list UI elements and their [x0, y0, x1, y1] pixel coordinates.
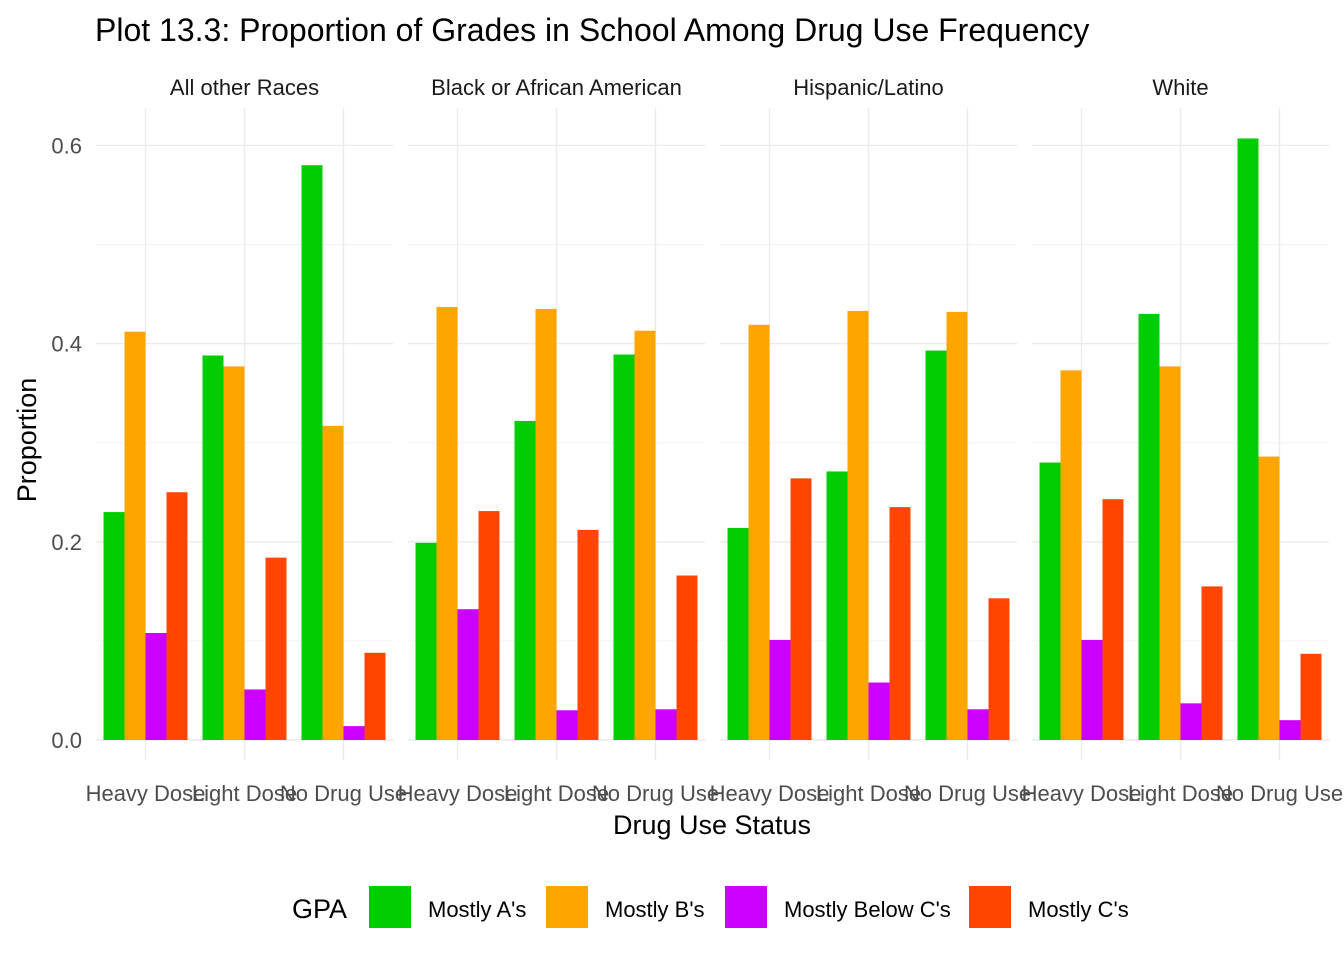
legend-title: GPA: [292, 894, 347, 924]
bar: [613, 354, 635, 740]
x-tick-label: No Drug Use: [904, 781, 1031, 806]
bar: [223, 366, 245, 740]
bar: [1159, 366, 1181, 740]
y-axis-title: Proportion: [12, 378, 42, 503]
x-tick-label: No Drug Use: [280, 781, 407, 806]
bar: [1102, 499, 1124, 740]
bar: [1138, 313, 1160, 740]
bar: [868, 682, 890, 740]
bar: [1237, 138, 1259, 740]
legend-label: Mostly Below C's: [784, 897, 951, 922]
x-tick-label: Light Dose: [1128, 781, 1233, 806]
legend-label: Mostly C's: [1028, 897, 1129, 922]
bar: [727, 527, 749, 740]
bar: [1060, 370, 1082, 740]
bar: [556, 710, 578, 740]
facet-label: Hispanic/Latino: [793, 75, 943, 100]
bar: [967, 709, 989, 740]
y-tick-label: 0.6: [51, 133, 82, 158]
legend-label: Mostly A's: [428, 897, 526, 922]
bar: [847, 310, 869, 740]
bar: [1258, 456, 1280, 740]
bar: [364, 652, 386, 740]
bar: [946, 311, 968, 740]
bar: [1300, 653, 1322, 740]
bar: [244, 689, 266, 740]
y-tick-labels: 0.0 0.2 0.4 0.6: [51, 133, 82, 753]
bar: [301, 165, 323, 741]
bar: [514, 420, 536, 740]
legend: GPA Mostly A's Mostly B's Mostly Below C's…: [292, 886, 1129, 928]
legend-key: [969, 886, 1011, 928]
legend-key: [725, 886, 767, 928]
bar: [322, 425, 344, 740]
bar-layer: [103, 138, 1322, 741]
facet-label: Black or African American: [431, 75, 682, 100]
bar: [748, 324, 770, 740]
x-tick-label: Heavy Dose: [86, 781, 206, 806]
facet-label: All other Races: [170, 75, 319, 100]
bar: [103, 512, 125, 740]
chart-title: Plot 13.3: Proportion of Grades in Schoo…: [95, 12, 1089, 48]
bar: [577, 529, 599, 740]
x-tick-label: Heavy Dose: [398, 781, 518, 806]
x-tick-label: No Drug Use: [1216, 781, 1343, 806]
bar: [1279, 720, 1301, 740]
bar: [202, 355, 224, 740]
x-tick-label: Light Dose: [816, 781, 921, 806]
bar: [790, 478, 812, 740]
bar: [676, 575, 698, 740]
bar: [124, 331, 146, 740]
x-axis-title: Drug Use Status: [613, 810, 811, 840]
bar: [769, 639, 791, 740]
facet-label: White: [1152, 75, 1208, 100]
bar: [415, 542, 437, 740]
bar: [457, 609, 479, 740]
bar: [889, 507, 911, 740]
bar: [1039, 462, 1061, 740]
x-tick-label: Heavy Dose: [1022, 781, 1142, 806]
y-tick-label: 0.4: [51, 332, 82, 357]
facet-strip-labels: All other Races Black or African American…: [170, 75, 1209, 100]
bar: [436, 306, 458, 740]
bar: [343, 726, 365, 740]
bar: [634, 330, 656, 740]
y-tick-label: 0.0: [51, 728, 82, 753]
bar: [1081, 639, 1103, 740]
bar: [535, 308, 557, 740]
bar: [925, 350, 947, 740]
bar: [166, 492, 188, 740]
x-tick-label: Light Dose: [504, 781, 609, 806]
x-tick-label: Light Dose: [192, 781, 297, 806]
bar: [478, 511, 500, 740]
legend-key: [546, 886, 588, 928]
bar: [1180, 703, 1202, 740]
bar: [145, 632, 167, 740]
x-tick-label: Heavy Dose: [710, 781, 830, 806]
legend-label: Mostly B's: [605, 897, 705, 922]
x-tick-label: No Drug Use: [592, 781, 719, 806]
bar: [655, 709, 677, 740]
bar: [988, 598, 1010, 740]
legend-key: [369, 886, 411, 928]
y-tick-label: 0.2: [51, 530, 82, 555]
bar: [826, 471, 848, 740]
bar: [265, 557, 287, 740]
bar: [1201, 586, 1223, 740]
